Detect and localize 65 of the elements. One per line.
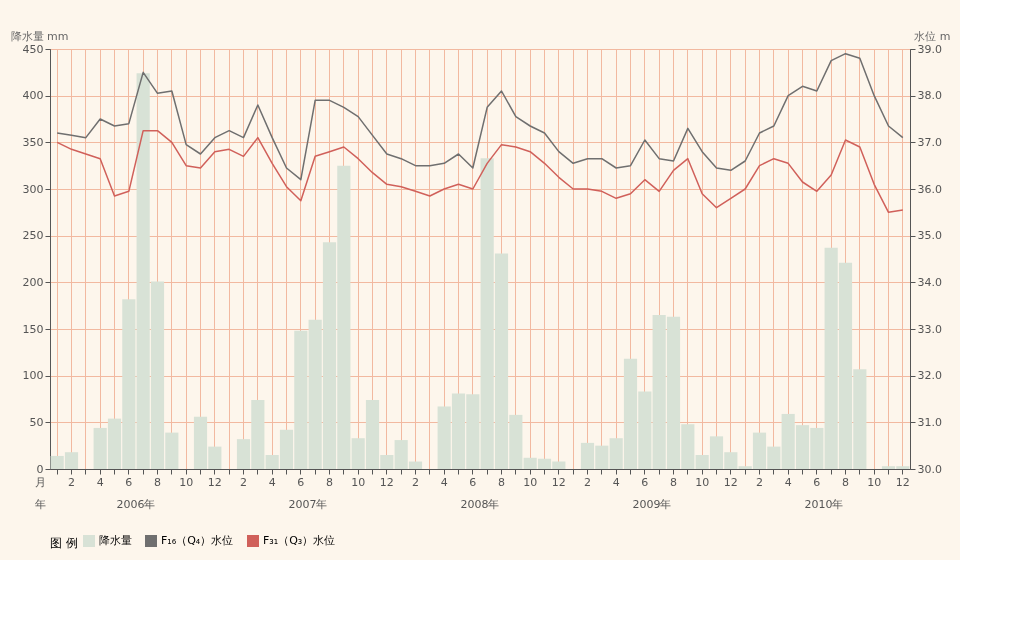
- x-tick-label: 2: [68, 475, 75, 489]
- text: 月: [35, 476, 46, 489]
- y-tick-label: 300: [22, 182, 44, 196]
- y-tick-label: 350: [22, 135, 44, 149]
- text: 年: [35, 498, 46, 511]
- y-tick-label: 150: [22, 322, 44, 336]
- y-tick-label: 400: [22, 89, 44, 103]
- x-tick-label: 8: [498, 475, 505, 489]
- y2-tick-label: 35.0: [917, 229, 942, 243]
- text: 2010年: [804, 498, 844, 511]
- x-tick-label: 8: [670, 475, 677, 489]
- x-tick-label: 8: [842, 475, 849, 489]
- x-tick-label: 8: [326, 475, 333, 489]
- line-series: [56, 129, 904, 214]
- x-tick-label: 12: [895, 475, 910, 489]
- x-tick-label: 4: [268, 475, 276, 489]
- y2-tick-label: 34.0: [917, 275, 942, 289]
- legend-label: F₁₆（Q₄）水位: [161, 534, 234, 547]
- text: 2007年: [288, 498, 328, 511]
- y-tick-label: 250: [22, 229, 44, 243]
- x-tick-label: 2: [240, 475, 247, 489]
- x-tick-label: 10: [867, 475, 882, 489]
- x-tick-label: 6: [125, 475, 133, 489]
- y-tick-label: 100: [22, 369, 44, 383]
- y2-tick-label: 38.0: [917, 89, 942, 103]
- x-tick-label: 2: [756, 475, 763, 489]
- y2-tick-label: 33.0: [917, 322, 942, 336]
- x-tick-label: 12: [723, 475, 738, 489]
- x-tick-label: 12: [207, 475, 222, 489]
- x-tick-label: 10: [695, 475, 710, 489]
- legend-label: F₃₁（Q₃）水位: [263, 534, 336, 547]
- text: 2008年: [460, 498, 500, 511]
- x-tick-label: 10: [351, 475, 366, 489]
- legend-label: 降水量: [99, 534, 132, 547]
- x-tick-label: 4: [784, 475, 792, 489]
- x-tick-label: 10: [179, 475, 194, 489]
- x-tick-label: 4: [440, 475, 448, 489]
- text: 2009年: [632, 498, 672, 511]
- x-tick-label: 12: [551, 475, 566, 489]
- y-tick-label: 200: [22, 275, 44, 289]
- x-tick-label: 6: [297, 475, 305, 489]
- y-tick-label: 450: [22, 42, 44, 56]
- y-axis-title: 降水量 mm: [10, 29, 69, 43]
- x-tick-label: 6: [813, 475, 821, 489]
- y2-tick-label: 37.0: [917, 135, 942, 149]
- x-tick-label: 12: [379, 475, 394, 489]
- x-tick-label: 2: [412, 475, 419, 489]
- legend-title: 图 例: [50, 536, 78, 550]
- y2-tick-label: 32.0: [917, 369, 942, 383]
- y2-tick-label: 36.0: [917, 182, 942, 196]
- y-tick-label: 0: [36, 462, 44, 476]
- x-tick-label: 2: [584, 475, 591, 489]
- text: 2006年: [116, 498, 156, 511]
- y2-tick-label: 39.0: [917, 42, 942, 56]
- x-tick-label: 8: [154, 475, 161, 489]
- x-tick-label: 4: [96, 475, 104, 489]
- y2-tick-label: 30.0: [917, 462, 942, 476]
- x-tick-label: 10: [523, 475, 538, 489]
- y2-tick-label: 31.0: [917, 415, 942, 429]
- y-tick-label: 50: [29, 415, 44, 429]
- x-tick-label: 6: [641, 475, 649, 489]
- line-series: [56, 52, 904, 181]
- x-tick-label: 6: [469, 475, 477, 489]
- y2-axis-title: 水位 m: [914, 29, 951, 43]
- x-tick-label: 4: [612, 475, 620, 489]
